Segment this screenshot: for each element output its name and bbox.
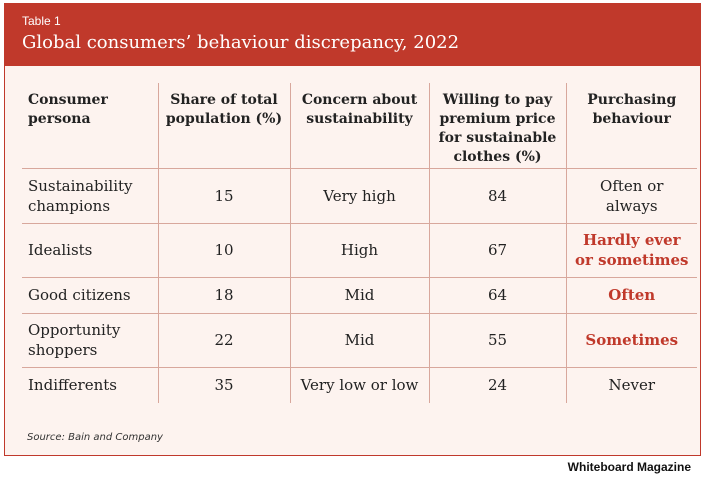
table-header: Table 1 Global consumers’ behaviour disc… (5, 4, 700, 66)
behaviour-cell: Never (608, 376, 656, 395)
source-note: Source: Bain and Company (27, 432, 163, 443)
share-cell: 10 (158, 223, 291, 277)
share-cell: 35 (158, 367, 291, 403)
column-header-behaviour: Purchasing behaviour (587, 92, 677, 127)
table-row: Good citizens 18 Mid 64 Often (22, 277, 697, 313)
willing-cell: 67 (429, 223, 567, 277)
table-row: Idealists 10 High 67 Hardly ever or some… (22, 223, 697, 277)
behaviour-cell: Sometimes (585, 331, 679, 349)
persona-cell: Opportunity shoppers (22, 313, 159, 367)
column-header-persona: Consumer persona (22, 83, 159, 168)
column-header-willing: Willing to pay premium price for sustain… (429, 83, 567, 168)
persona-cell: Sustainability champions (22, 168, 159, 223)
column-header-concern: Concern about sustainability (290, 83, 430, 168)
concern-cell: Mid (290, 277, 430, 313)
persona-cell: Idealists (22, 223, 159, 277)
table-row: Sustainability champions 15 Very high 84… (22, 168, 697, 223)
publisher-credit: Whiteboard Magazine (567, 460, 691, 474)
concern-cell: Mid (290, 313, 430, 367)
concern-cell: Very high (290, 168, 430, 223)
concern-cell: High (290, 223, 430, 277)
willing-cell: 55 (429, 313, 567, 367)
header-row: Consumer persona Share of total populati… (22, 83, 697, 168)
table-card: Table 1 Global consumers’ behaviour disc… (4, 3, 701, 456)
persona-cell: Good citizens (22, 277, 159, 313)
behaviour-cell: Often or always (600, 176, 664, 215)
persona-cell: Indifferents (22, 367, 159, 403)
table-row: Indifferents 35 Very low or low 24 Never (22, 367, 697, 403)
behaviour-cell: Hardly ever or sometimes (575, 231, 689, 269)
column-header-share: Share of total population (%) (158, 83, 291, 168)
table-title: Global consumers’ behaviour discrepancy,… (22, 32, 460, 53)
willing-cell: 24 (429, 367, 567, 403)
behaviour-cell: Often (608, 286, 656, 304)
concern-cell: Very low or low (290, 367, 430, 403)
willing-cell: 64 (429, 277, 567, 313)
share-cell: 18 (158, 277, 291, 313)
table-row: Opportunity shoppers 22 Mid 55 Sometimes (22, 313, 697, 367)
share-cell: 22 (158, 313, 291, 367)
share-cell: 15 (158, 168, 291, 223)
willing-cell: 84 (429, 168, 567, 223)
data-table: Consumer persona Share of total populati… (22, 83, 697, 403)
table-number: Table 1 (22, 14, 61, 28)
